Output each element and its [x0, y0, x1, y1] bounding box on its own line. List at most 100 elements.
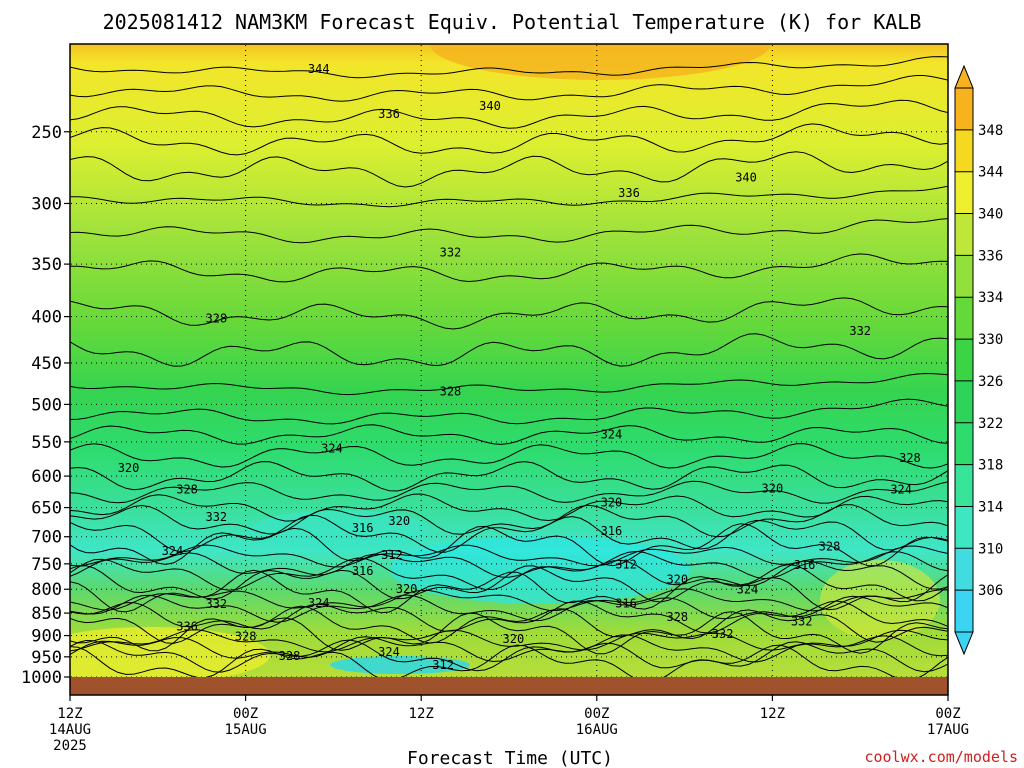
colorbar-swatch-8	[955, 255, 973, 298]
contour-label-10: 324	[321, 441, 343, 455]
contour-label-32: 316	[615, 597, 637, 611]
contour-line-15	[70, 480, 948, 504]
x-tick-label-0-0: 12Z	[57, 706, 82, 722]
y-tick-label-450: 450	[31, 354, 62, 374]
contour-label-21: 324	[162, 544, 184, 558]
y-tick-label-550: 550	[31, 433, 62, 453]
contour-label-13: 320	[762, 481, 784, 495]
contour-label-2: 336	[378, 107, 400, 121]
contour-label-40: 328	[279, 649, 301, 663]
contour-label-30: 332	[205, 597, 227, 611]
contour-label-41: 312	[432, 658, 454, 672]
contour-label-7: 328	[205, 312, 227, 326]
contour-line-2	[70, 99, 948, 129]
credit-text: coolwx.com/models	[864, 748, 1018, 766]
y-tick-label-800: 800	[31, 580, 62, 600]
colorbar-label-4: 322	[978, 416, 1003, 432]
contour-label-5: 332	[440, 246, 462, 260]
contour-label-4: 336	[618, 186, 640, 200]
contour-line-6	[70, 218, 948, 244]
contour-labels: 344 340 336 340 336 332 332 328 328 324 324 328 320 3…	[118, 62, 921, 672]
contour-label-15: 328	[176, 483, 198, 497]
contour-line-31	[70, 634, 948, 663]
x-tick-label-1-0: 00Z	[233, 706, 258, 722]
x-tick-label-5-0: 00Z	[935, 706, 960, 722]
contour-label-25: 316	[794, 558, 816, 572]
contour-label-31: 324	[308, 596, 330, 610]
y-tick-label-850: 850	[31, 604, 62, 624]
colorbar-swatch-1	[955, 548, 973, 591]
contour-line-21	[70, 550, 948, 580]
contour-label-12: 320	[118, 461, 140, 475]
contour-line-26	[70, 594, 948, 623]
y-tick-label-700: 700	[31, 528, 62, 548]
contour-label-9: 324	[601, 428, 623, 442]
y-tick-label-300: 300	[31, 194, 62, 214]
x-tick-label-2-0: 12Z	[409, 706, 434, 722]
contour-line-23	[70, 564, 948, 603]
contour-label-16: 320	[601, 496, 623, 510]
contour-line-1	[70, 75, 948, 102]
colorbar-label-3: 318	[978, 458, 1003, 474]
x-tick-label-3-1: 16AUG	[576, 722, 618, 738]
x-tick-label-4-0: 12Z	[760, 706, 785, 722]
x-axis-title: Forecast Time (UTC)	[407, 748, 613, 768]
contour-label-26: 316	[352, 564, 374, 578]
contour-line-0	[70, 56, 948, 79]
contour-label-33: 328	[666, 610, 688, 624]
colorbar-swatch-4	[955, 422, 973, 465]
contour-label-29: 324	[737, 583, 759, 597]
colorbar-swatch-10	[955, 171, 973, 214]
contour-label-22: 312	[381, 548, 403, 562]
contour-lines	[70, 56, 948, 677]
contour-line-10	[70, 372, 948, 396]
contour-line-24	[70, 569, 948, 614]
y-tick-label-1000: 1000	[21, 668, 62, 688]
contour-label-6: 332	[849, 324, 871, 338]
contour-line-32	[70, 639, 948, 673]
contour-label-34: 332	[791, 614, 813, 628]
colorbar-swatch-7	[955, 297, 973, 340]
contour-line-27	[70, 600, 948, 634]
contour-line-22	[70, 557, 948, 591]
contour-label-8: 328	[440, 385, 462, 399]
contour-label-0: 344	[308, 62, 330, 76]
colorbar-swatch-9	[955, 213, 973, 256]
contour-label-1: 340	[479, 99, 501, 113]
contour-label-11: 328	[899, 451, 921, 465]
contour-label-38: 320	[503, 632, 525, 646]
x-tick-label-3-0: 00Z	[584, 706, 609, 722]
contour-line-4	[70, 151, 948, 188]
colorbar-label-0: 306	[978, 583, 1003, 599]
colorbar-swatch-0	[955, 590, 973, 632]
colorbar-swatch-12	[955, 88, 973, 130]
colorbar-label-2: 314	[978, 499, 1003, 515]
y-tick-label-600: 600	[31, 467, 62, 487]
contour-label-17: 332	[205, 510, 227, 524]
y-tick-label-500: 500	[31, 395, 62, 415]
x-tick-label-1-1: 15AUG	[225, 722, 267, 738]
contour-line-7	[70, 253, 948, 283]
contour-label-3: 340	[735, 171, 757, 185]
field-warm-low-left	[70, 627, 270, 677]
colorbar: 306 310 314 318 322 326 330 334 336 340 344 348	[954, 64, 1003, 656]
contour-label-37: 328	[235, 629, 257, 643]
chart-title: 2025081412 NAM3KM Forecast Equiv. Potent…	[103, 10, 922, 34]
contour-line-33	[70, 644, 948, 677]
contour-label-14: 324	[890, 483, 912, 497]
x-tick-label-0-1: 14AUG	[49, 722, 91, 738]
colorbar-label-5: 326	[978, 374, 1003, 390]
contour-line-3	[70, 123, 948, 156]
colorbar-swatch-3	[955, 464, 973, 507]
contour-line-17	[70, 504, 948, 538]
contour-line-25	[70, 588, 948, 612]
contour-line-11	[70, 398, 948, 425]
plot-area: 344 340 336 340 336 332 332 328 328 324 324 328 320 3…	[69, 43, 949, 696]
colorbar-label-8: 336	[978, 248, 1003, 264]
contour-line-13	[70, 443, 948, 469]
contour-label-28: 320	[396, 582, 418, 596]
contour-label-35: 336	[176, 620, 198, 634]
colorbar-label-11: 348	[978, 123, 1003, 139]
y-tick-label-400: 400	[31, 308, 62, 328]
